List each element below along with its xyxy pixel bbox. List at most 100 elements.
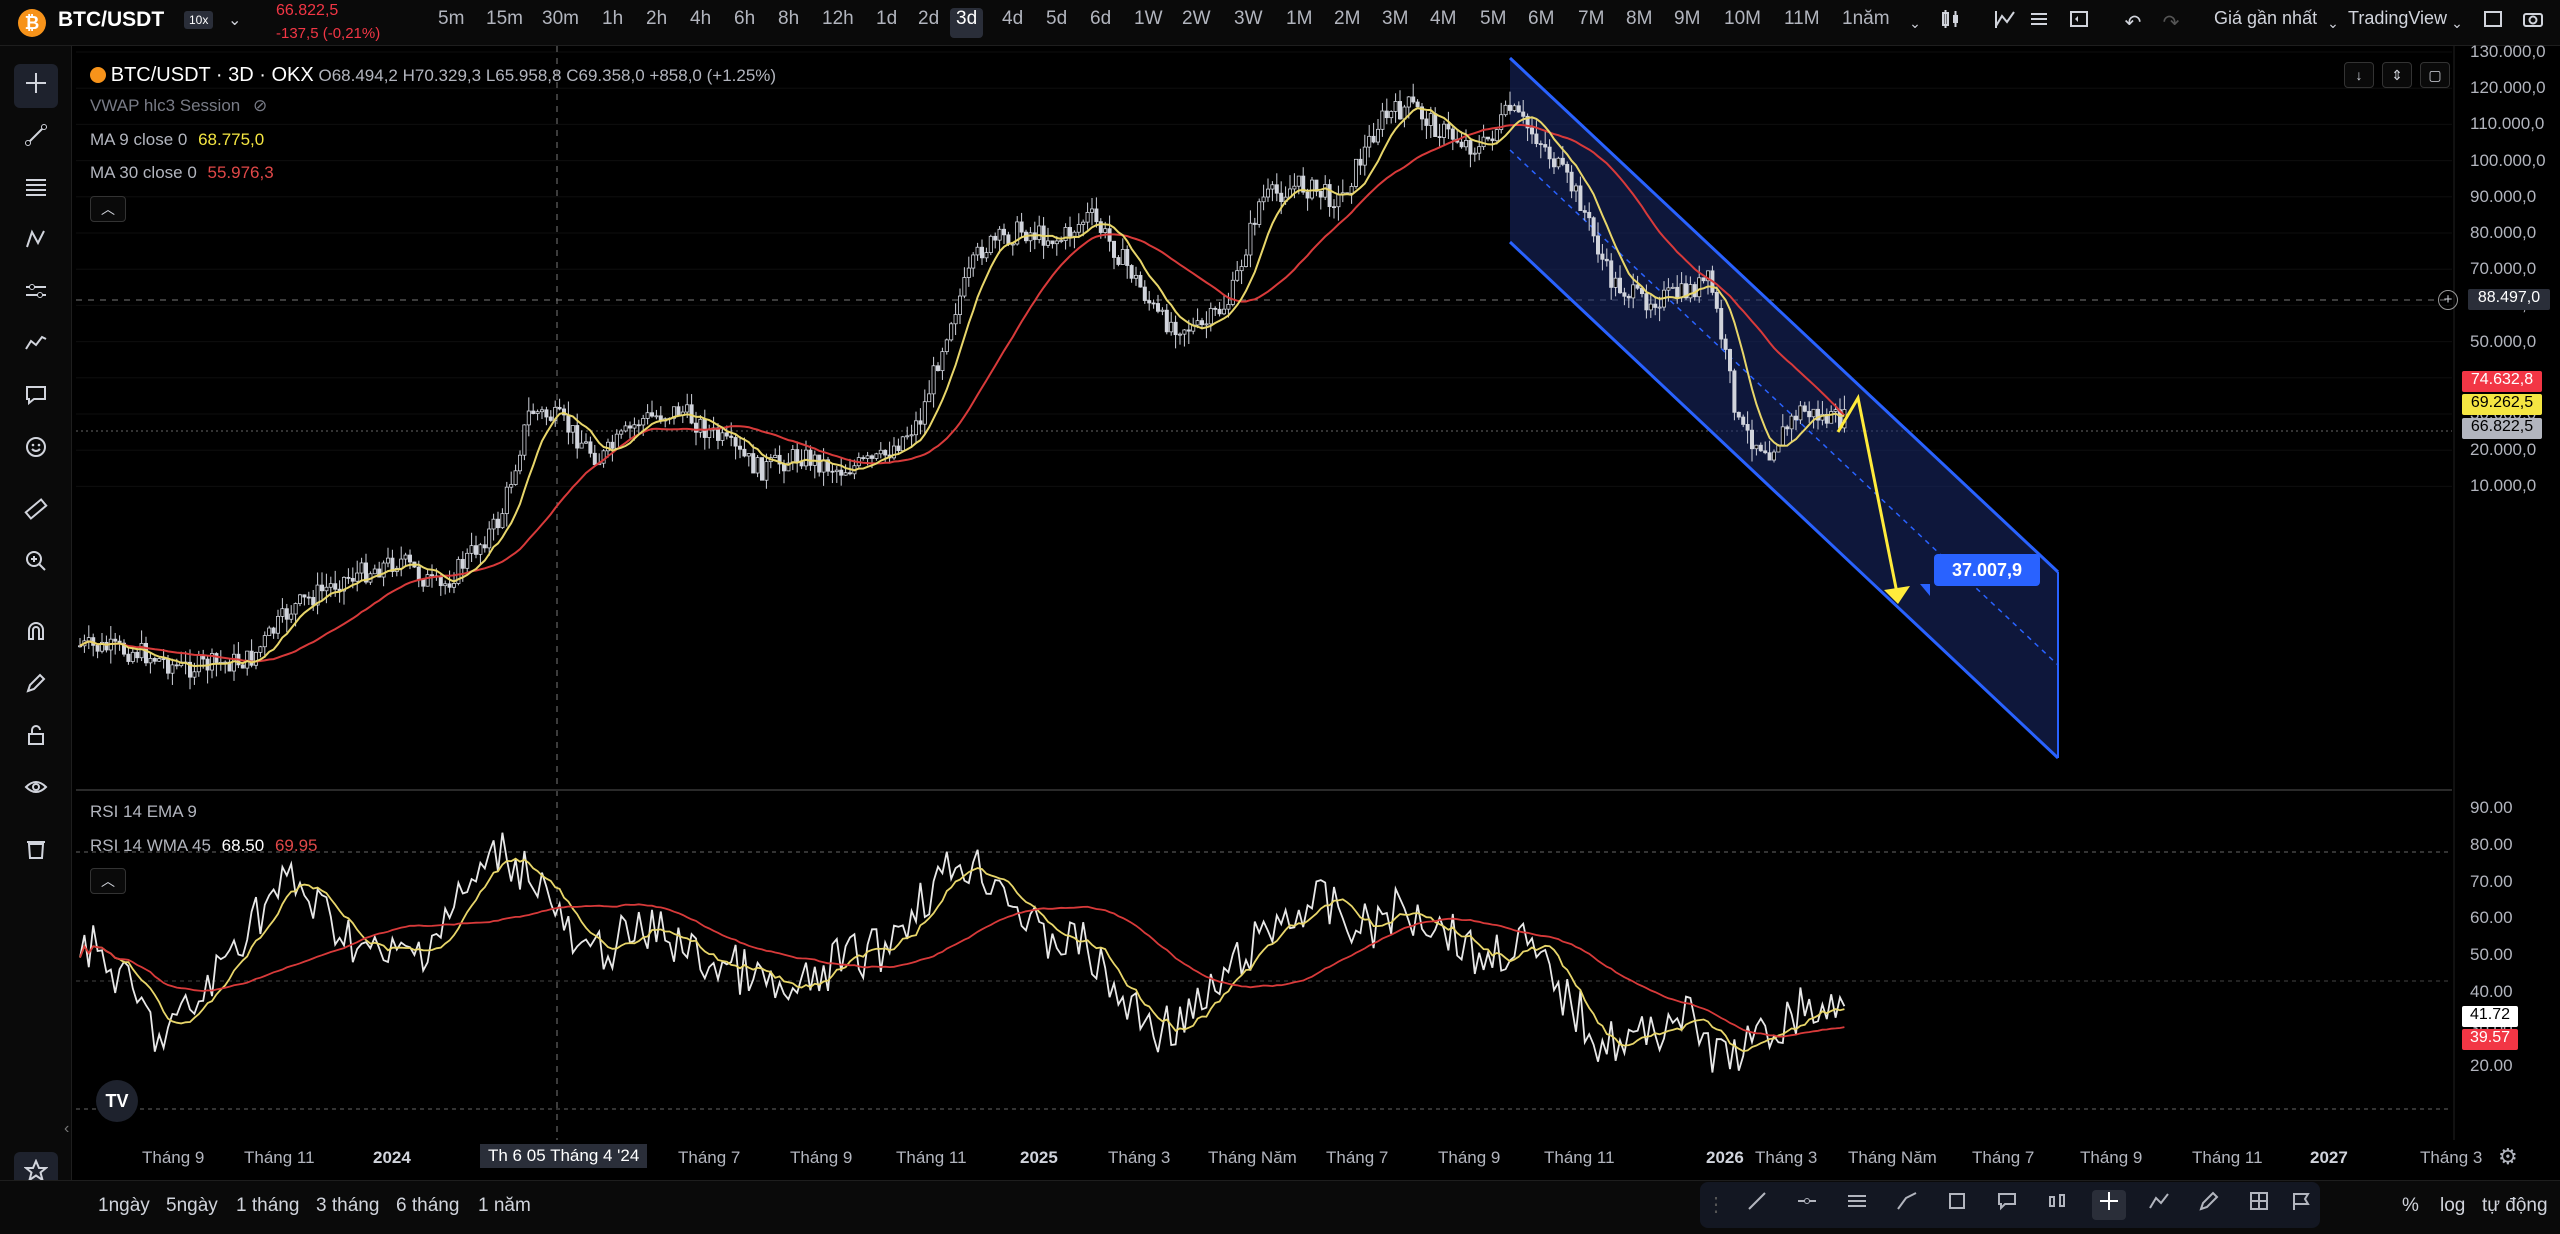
price-source-chevron-icon[interactable]: ⌄ xyxy=(2327,15,2339,31)
timeframe-2h[interactable]: 2h xyxy=(646,8,668,29)
horizontal-line-tool-icon[interactable] xyxy=(1790,1190,1824,1220)
eye-icon[interactable] xyxy=(14,768,58,812)
projection-icon[interactable] xyxy=(14,272,58,316)
price-source-select[interactable]: Giá gần nhất xyxy=(2214,8,2318,28)
timeframe-1h[interactable]: 1h xyxy=(602,8,624,29)
scroll-left-icon[interactable]: ‹ xyxy=(64,1120,70,1137)
timeframe-1d[interactable]: 1d xyxy=(876,8,898,29)
zoom-icon[interactable] xyxy=(14,542,58,586)
fib-icon[interactable] xyxy=(14,168,58,212)
legend-ma9[interactable]: MA 9 close 0 68.775,0 xyxy=(90,130,264,150)
timeframe-30m[interactable]: 30m xyxy=(542,8,579,29)
indicators-icon[interactable] xyxy=(1990,8,2020,38)
candle-tool-icon[interactable] xyxy=(2040,1190,2074,1220)
timeframe-12h[interactable]: 12h xyxy=(822,8,854,29)
lock-icon[interactable] xyxy=(14,716,58,760)
text-icon[interactable] xyxy=(14,376,58,420)
timeframe-4mo[interactable]: 4M xyxy=(1430,8,1457,29)
range-6m[interactable]: 6 tháng xyxy=(396,1195,460,1216)
maximize-icon[interactable]: ▢ xyxy=(2420,62,2450,88)
trendline-icon[interactable] xyxy=(14,116,58,160)
legend-rsi-wma[interactable]: RSI 14 WMA 45 68.50 69.95 xyxy=(90,836,318,856)
settings-icon[interactable]: ⚙ xyxy=(2498,1144,2518,1169)
path-tool-icon[interactable] xyxy=(2142,1190,2176,1220)
trend-line-tool-icon[interactable] xyxy=(1740,1190,1774,1220)
timeframe-6d[interactable]: 6d xyxy=(1090,8,1112,29)
draw-mode-icon[interactable] xyxy=(14,664,58,708)
timeframe-5m[interactable]: 5m xyxy=(438,8,465,29)
legend-title[interactable]: BTC/USDT · 3D · OKX xyxy=(110,64,314,86)
emoji-icon[interactable] xyxy=(14,428,58,472)
drag-handle-icon[interactable]: ⋮ xyxy=(1706,1194,1726,1216)
eye-hidden-icon[interactable]: ⊘ xyxy=(252,96,268,115)
timeframe-3d[interactable]: 3d xyxy=(950,8,984,38)
pattern-icon[interactable] xyxy=(14,220,58,264)
camera-icon[interactable] xyxy=(2518,8,2548,38)
broker-chevron-icon[interactable]: ⌄ xyxy=(2451,15,2463,31)
add-alert-icon[interactable]: + xyxy=(2438,290,2458,310)
target-price-label[interactable]: 37.007,9 xyxy=(1934,554,2040,586)
timeframe-4h[interactable]: 4h xyxy=(690,8,712,29)
timeframe-3mo[interactable]: 3M xyxy=(1382,8,1409,29)
timeframe-8mo[interactable]: 8M xyxy=(1626,8,1653,29)
timeframe-10mo[interactable]: 10M xyxy=(1724,8,1761,29)
timeframe-chevron-down-icon[interactable]: ⌄ xyxy=(1909,15,1921,31)
range-3m[interactable]: 3 tháng xyxy=(316,1195,380,1216)
broker-select[interactable]: TradingView xyxy=(2348,8,2448,28)
range-1y[interactable]: 1 năm xyxy=(478,1195,531,1216)
magnet-icon[interactable] xyxy=(14,612,58,656)
range-5d[interactable]: 5ngày xyxy=(166,1195,218,1216)
auto-toggle[interactable]: tự động xyxy=(2482,1195,2548,1216)
flag-tool-icon[interactable] xyxy=(2284,1190,2318,1220)
brush-tool-icon[interactable] xyxy=(2192,1190,2226,1220)
fullscreen-icon[interactable] xyxy=(2478,8,2508,38)
pitchfork-tool-icon[interactable] xyxy=(1890,1190,1924,1220)
scroll-down-icon[interactable]: ↓ xyxy=(2344,62,2374,88)
timeframe-2w[interactable]: 2W xyxy=(1182,8,1211,29)
timeframe-3w[interactable]: 3W xyxy=(1234,8,1263,29)
parallel-channel-tool-icon[interactable] xyxy=(1840,1190,1874,1220)
undo-icon[interactable]: ↶ xyxy=(2124,12,2142,34)
legend-collapse-button[interactable]: ︿ xyxy=(90,196,126,222)
timeframe-2d[interactable]: 2d xyxy=(918,8,940,29)
tradingview-logo[interactable]: TV xyxy=(96,1080,138,1122)
timeframe-4d[interactable]: 4d xyxy=(1002,8,1024,29)
symbol-name[interactable]: BTC/USDT xyxy=(58,8,165,31)
candles-icon[interactable] xyxy=(1936,8,1966,38)
timeframe-2mo[interactable]: 2M xyxy=(1334,8,1361,29)
timeframe-8h[interactable]: 8h xyxy=(778,8,800,29)
ruler-icon[interactable] xyxy=(14,490,58,534)
timeframe-11mo[interactable]: 11M xyxy=(1784,8,1820,29)
rsi-collapse-button[interactable]: ︿ xyxy=(90,868,126,894)
range-1m[interactable]: 1 tháng xyxy=(236,1195,300,1216)
grid-tool-icon[interactable] xyxy=(2242,1190,2276,1220)
trash-icon[interactable] xyxy=(14,830,58,874)
alert-icon[interactable] xyxy=(2024,8,2054,38)
timeframe-1y[interactable]: 1năm xyxy=(1842,8,1890,29)
collapse-icon[interactable]: ⇕ xyxy=(2382,62,2412,88)
price-chart[interactable] xyxy=(76,46,2484,1156)
timeframe-1mo[interactable]: 1M xyxy=(1286,8,1313,29)
timeframe-9mo[interactable]: 9M xyxy=(1674,8,1701,29)
replay-icon[interactable] xyxy=(2064,8,2094,38)
legend-ma30[interactable]: MA 30 close 0 55.976,3 xyxy=(90,163,274,183)
callout-tool-icon[interactable] xyxy=(1990,1190,2024,1220)
crosshair-icon[interactable] xyxy=(14,64,58,108)
timeframe-1w[interactable]: 1W xyxy=(1134,8,1163,29)
timeframe-7mo[interactable]: 7M xyxy=(1578,8,1605,29)
brush-icon[interactable] xyxy=(14,324,58,368)
chevron-down-icon[interactable]: ⌄ xyxy=(228,12,242,29)
percent-toggle[interactable]: % xyxy=(2402,1195,2419,1216)
timeframe-6h[interactable]: 6h xyxy=(734,8,756,29)
timeframe-15m[interactable]: 15m xyxy=(486,8,523,29)
timeframe-6mo[interactable]: 6M xyxy=(1528,8,1555,29)
range-1d[interactable]: 1ngày xyxy=(98,1195,150,1216)
timeframe-5mo[interactable]: 5M xyxy=(1480,8,1507,29)
legend-vwap[interactable]: VWAP hlc3 Session ⊘ xyxy=(90,96,267,116)
legend-rsi-ema[interactable]: RSI 14 EMA 9 xyxy=(90,802,197,822)
log-toggle[interactable]: log xyxy=(2440,1195,2466,1216)
redo-icon[interactable]: ↷ xyxy=(2162,12,2180,34)
rectangle-tool-icon[interactable] xyxy=(1940,1190,1974,1220)
crosshair-tool-icon[interactable] xyxy=(2092,1190,2126,1220)
timeframe-5d[interactable]: 5d xyxy=(1046,8,1068,29)
